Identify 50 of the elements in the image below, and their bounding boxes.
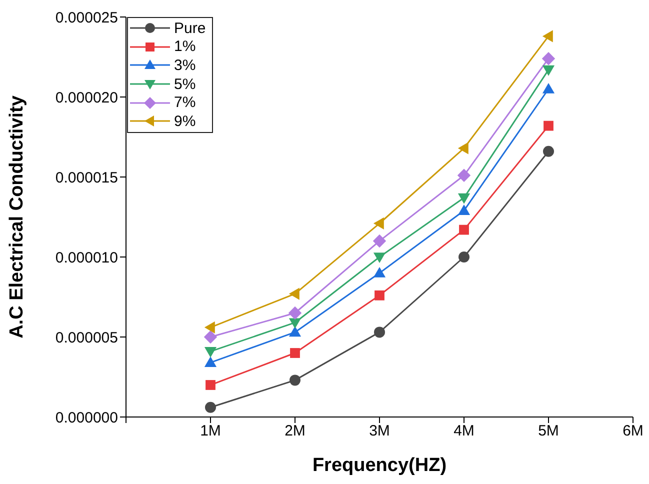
legend-label: 3% bbox=[174, 56, 196, 74]
x-tick-label: 3M bbox=[369, 422, 390, 440]
x-tick-label: 5M bbox=[538, 422, 559, 440]
point bbox=[373, 252, 386, 264]
point bbox=[459, 224, 469, 235]
x-tick-label: 1M bbox=[200, 422, 221, 440]
x-tick-label: 6M bbox=[622, 422, 644, 440]
point bbox=[458, 252, 470, 262]
point bbox=[457, 168, 471, 182]
point bbox=[372, 234, 386, 248]
point bbox=[374, 326, 385, 338]
x-tick-label: 2M bbox=[284, 422, 306, 440]
y-tick-label: 0.000000 bbox=[55, 409, 118, 426]
point bbox=[373, 266, 386, 278]
x-tick-label: 4M bbox=[454, 422, 474, 440]
point bbox=[458, 193, 470, 204]
point bbox=[542, 52, 556, 66]
y-tick-label: 0.000005 bbox=[55, 329, 118, 346]
point bbox=[458, 142, 468, 154]
y-tick-label: 0.000010 bbox=[55, 249, 118, 266]
y-tick-label: 0.000025 bbox=[55, 9, 118, 26]
point bbox=[373, 217, 384, 230]
point bbox=[542, 82, 555, 94]
point bbox=[206, 380, 216, 390]
point bbox=[374, 290, 384, 300]
point bbox=[544, 120, 554, 131]
point bbox=[205, 402, 216, 413]
point bbox=[290, 374, 300, 386]
point bbox=[290, 348, 300, 358]
legend-label: Pure bbox=[174, 20, 206, 37]
point bbox=[204, 347, 217, 358]
point bbox=[542, 30, 553, 42]
y-axis-title: A.C Electrical Conductivity bbox=[6, 95, 28, 338]
point bbox=[458, 204, 470, 215]
y-tick-label: 0.000015 bbox=[55, 169, 118, 186]
x-axis-title: Frequency(HZ) bbox=[312, 455, 447, 476]
point bbox=[204, 356, 217, 367]
point bbox=[204, 321, 215, 334]
point bbox=[543, 146, 554, 157]
legend-label: 9% bbox=[174, 112, 196, 130]
point bbox=[204, 330, 218, 344]
point bbox=[288, 318, 302, 329]
legend-label: 7% bbox=[174, 94, 196, 112]
point bbox=[288, 306, 302, 320]
legend-label: 5% bbox=[174, 76, 196, 93]
legend-label: 1% bbox=[174, 38, 196, 56]
point bbox=[288, 288, 300, 300]
point bbox=[288, 326, 302, 337]
y-tick-label: 0.000020 bbox=[55, 89, 118, 106]
point bbox=[542, 65, 555, 76]
